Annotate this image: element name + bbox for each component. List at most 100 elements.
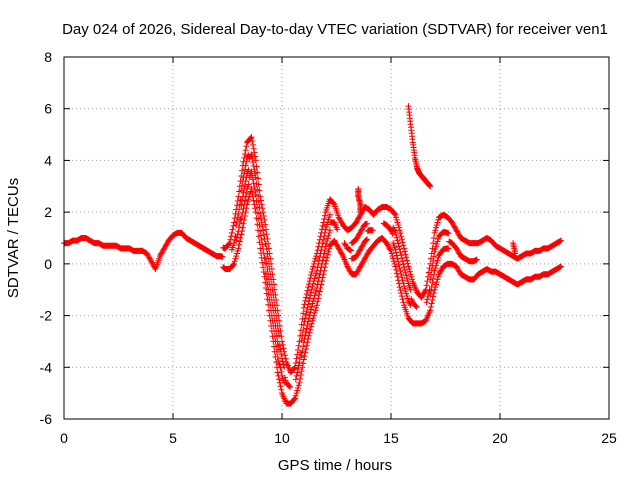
data-point-marker: [277, 364, 284, 371]
data-point-marker: [280, 345, 287, 352]
data-point-marker: [400, 261, 407, 268]
data-point-marker: [293, 390, 300, 397]
data-point-marker: [294, 351, 301, 358]
data-point-marker: [354, 216, 361, 223]
data-point-marker: [330, 200, 337, 207]
data-point-marker: [306, 329, 313, 336]
data-point-marker: [260, 250, 267, 257]
data-point-marker: [452, 225, 459, 232]
data-point-marker: [391, 210, 398, 217]
data-point-marker: [321, 233, 328, 240]
data-point-marker: [419, 291, 426, 298]
data-point-marker: [263, 226, 270, 233]
data-point-marker: [148, 259, 155, 266]
data-point-marker: [431, 267, 438, 274]
data-point-marker: [400, 280, 407, 287]
data-point-marker: [295, 342, 302, 349]
data-point-marker: [276, 322, 283, 329]
grid-lines: [64, 57, 609, 419]
data-point-marker: [281, 352, 288, 359]
data-point-marker: [406, 268, 413, 275]
data-point-marker: [398, 233, 405, 240]
data-point-marker: [558, 263, 565, 270]
data-point-marker: [258, 201, 265, 208]
chart-title: Day 024 of 2026, Sidereal Day-to-day VTE…: [62, 21, 608, 38]
data-point-marker: [400, 242, 407, 249]
data-point-marker: [337, 216, 344, 223]
data-point-marker: [438, 267, 445, 274]
data-point-marker: [403, 272, 410, 279]
data-point-marker: [356, 213, 363, 220]
data-point-marker: [238, 202, 245, 209]
data-point-marker: [438, 266, 445, 273]
data-point-marker: [394, 237, 401, 244]
x-tick-label: 20: [492, 430, 508, 446]
data-point-marker: [236, 206, 243, 213]
data-point-marker: [279, 338, 285, 345]
data-point-marker: [308, 269, 315, 276]
data-point-marker: [433, 222, 440, 229]
data-point-marker: [312, 272, 319, 279]
data-point-marker: [319, 240, 326, 247]
data-point-marker: [163, 241, 170, 248]
data-point-marker: [262, 260, 269, 267]
data-point-marker: [398, 252, 405, 259]
data-point-marker: [257, 193, 264, 200]
data-point-marker: [257, 245, 264, 252]
x-tick-label: 0: [60, 430, 68, 446]
data-point-marker: [275, 342, 282, 349]
data-point-marker: [321, 212, 328, 219]
data-point-marker: [409, 276, 416, 283]
data-point-marker: [397, 249, 404, 256]
data-point-marker: [266, 250, 273, 257]
data-point-marker: [296, 379, 303, 386]
data-point-marker: [427, 276, 434, 283]
data-point-marker: [151, 264, 158, 271]
data-point-marker: [334, 226, 341, 233]
data-point-marker: [428, 300, 435, 307]
data-point-marker: [449, 219, 456, 226]
data-point-marker: [362, 254, 369, 261]
data-point-marker: [393, 216, 400, 223]
data-point-marker: [251, 149, 258, 156]
data-point-marker: [436, 269, 443, 276]
data-point-marker: [277, 346, 284, 353]
data-point-marker: [299, 348, 306, 355]
data-point-marker: [256, 187, 263, 194]
data-point-marker: [398, 236, 405, 243]
data-point-marker: [241, 197, 248, 204]
data-point-marker: [455, 267, 462, 274]
data-point-marker: [162, 244, 169, 251]
data-point-marker: [422, 288, 429, 295]
data-point-marker: [297, 372, 304, 379]
data-point-marker: [357, 263, 364, 270]
data-point-marker: [244, 201, 251, 208]
data-point-marker: [144, 251, 151, 258]
data-point-marker: [433, 262, 440, 269]
y-tick-label: 4: [44, 152, 52, 168]
data-point-marker: [430, 275, 437, 282]
data-point-marker: [413, 303, 420, 310]
data-point-marker: [364, 250, 371, 257]
data-point-marker: [310, 297, 317, 304]
data-point-marker: [308, 272, 315, 279]
data-point-marker: [282, 377, 289, 384]
data-point-marker: [398, 255, 405, 262]
data-point-marker: [435, 254, 442, 261]
data-point-marker: [304, 322, 311, 329]
data-point-marker: [242, 147, 249, 154]
data-point-marker: [244, 198, 251, 205]
data-point-marker: [303, 342, 310, 349]
data-point-marker: [321, 250, 328, 257]
data-point-marker: [310, 263, 317, 270]
data-point-marker: [310, 280, 317, 287]
data-point-marker: [399, 239, 406, 246]
data-point-marker: [269, 271, 276, 278]
data-point-marker: [359, 242, 366, 249]
data-point-marker: [304, 339, 311, 346]
data-point-marker: [270, 276, 277, 283]
data-point-marker: [358, 262, 365, 269]
data-point-marker: [444, 229, 451, 236]
data-point-marker: [356, 247, 363, 254]
data-point-marker: [337, 249, 344, 256]
